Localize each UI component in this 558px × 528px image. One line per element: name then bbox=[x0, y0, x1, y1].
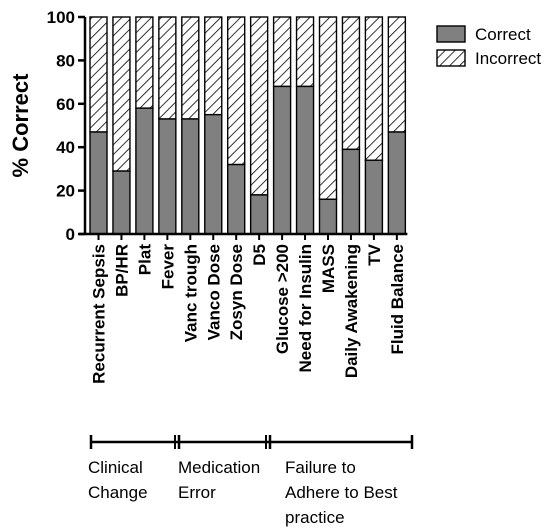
bar-correct bbox=[249, 194, 269, 235]
y-tick-label: 100 bbox=[47, 8, 75, 27]
bar-incorrect bbox=[181, 16, 200, 120]
legend-swatch bbox=[436, 49, 466, 67]
bar-incorrect bbox=[272, 16, 292, 88]
y-tick-label: 20 bbox=[56, 182, 75, 201]
bar-incorrect bbox=[112, 16, 131, 172]
group-label-line: Clinical bbox=[88, 458, 143, 477]
bar-correct bbox=[364, 159, 384, 235]
x-category-label: Glucose >200 bbox=[273, 244, 292, 354]
x-category-label: D5 bbox=[250, 244, 269, 266]
axes-layer: 0 20 40 60 80 100 % Correct Recurrent Sepsis BP/… bbox=[8, 8, 408, 384]
x-category-label: Vanco Dose bbox=[204, 244, 223, 340]
y-tick-label: 60 bbox=[56, 95, 75, 114]
x-category-label: BP/HR bbox=[112, 244, 131, 297]
legend-label: Incorrect bbox=[475, 49, 541, 68]
y-tick-label: 0 bbox=[66, 225, 75, 244]
bar-correct bbox=[295, 85, 315, 235]
bar-correct bbox=[158, 118, 177, 235]
x-category-label: TV bbox=[365, 243, 384, 265]
bar-correct bbox=[181, 118, 200, 235]
bar-incorrect bbox=[341, 16, 361, 151]
bar-correct bbox=[89, 131, 108, 235]
x-category-label: MASS bbox=[319, 244, 338, 293]
bar-correct bbox=[318, 198, 338, 235]
bar-incorrect bbox=[364, 16, 384, 161]
legend: Correct Incorrect bbox=[436, 25, 541, 68]
x-category-label: Fluid Balance bbox=[388, 244, 407, 355]
x-category-label: Daily Awakening bbox=[342, 244, 361, 378]
bar-incorrect bbox=[158, 16, 177, 120]
bar-incorrect bbox=[135, 16, 154, 109]
bar-incorrect bbox=[318, 16, 338, 200]
group-label-line: Adhere to Best bbox=[285, 483, 398, 502]
group-label-line: Change bbox=[88, 483, 148, 502]
x-category-label: Recurrent Sepsis bbox=[90, 244, 109, 384]
group-label-line: Failure to bbox=[285, 458, 356, 477]
bar-correct bbox=[135, 107, 154, 235]
group-label-line: Medication bbox=[178, 458, 260, 477]
legend-label: Correct bbox=[475, 25, 531, 44]
bar-incorrect bbox=[204, 16, 223, 116]
legend-swatch bbox=[436, 25, 466, 43]
y-tick-label: 80 bbox=[56, 51, 75, 70]
x-category-label: Vanc trough bbox=[181, 244, 200, 342]
bar-correct bbox=[387, 131, 407, 235]
bar-incorrect bbox=[89, 16, 108, 133]
group-label-line: Error bbox=[178, 483, 216, 502]
bars-layer bbox=[89, 16, 407, 235]
y-axis-title: % Correct bbox=[8, 73, 33, 178]
bar-incorrect bbox=[249, 16, 269, 196]
bar-correct bbox=[341, 148, 361, 235]
bar-correct bbox=[226, 163, 246, 235]
bar-incorrect bbox=[387, 16, 407, 133]
bar-correct bbox=[204, 113, 223, 235]
bar-incorrect bbox=[295, 16, 315, 88]
x-category-label: Need for Insulin bbox=[296, 244, 315, 372]
y-tick-label: 40 bbox=[56, 138, 75, 157]
group-label-line: practice bbox=[285, 508, 345, 527]
x-category-label: Zosyn Dose bbox=[227, 244, 246, 340]
category-groups: Clinical Change Medication Error Failure to A… bbox=[88, 435, 414, 527]
bar-correct bbox=[112, 170, 131, 235]
bar-correct bbox=[272, 85, 292, 235]
bar-incorrect bbox=[226, 16, 246, 166]
x-category-label: Plat bbox=[135, 244, 154, 276]
x-category-label: Fever bbox=[158, 244, 177, 290]
